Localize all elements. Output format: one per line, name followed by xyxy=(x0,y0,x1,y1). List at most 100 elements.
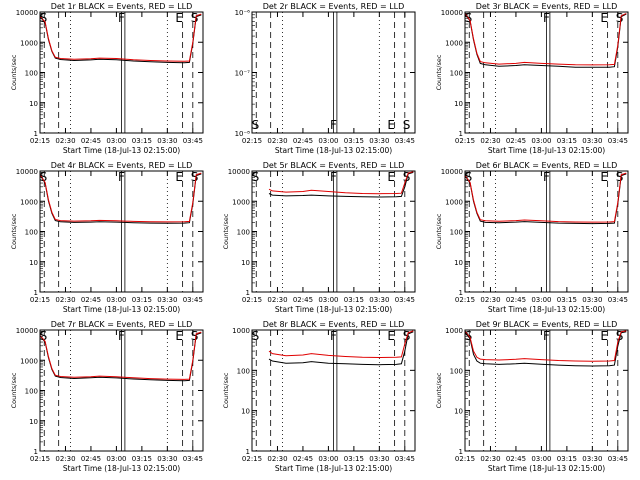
x-tick-label: 02:45 xyxy=(81,455,101,463)
y-tick-label: 10 xyxy=(454,408,463,416)
marker-label: E xyxy=(600,170,608,184)
plot-frame xyxy=(251,329,416,452)
x-tick-label: 03:30 xyxy=(582,455,602,463)
y-tick-label: 1000 xyxy=(20,39,38,47)
y-tick-label: 1000 xyxy=(232,327,250,335)
y-tick-label: 10 xyxy=(454,259,463,267)
marker-label: F xyxy=(118,329,125,343)
y-axis-label: Counts/sec xyxy=(435,372,443,408)
y-tick-label: 10000 xyxy=(228,168,250,176)
lld-series-line xyxy=(464,12,627,66)
marker-label: S xyxy=(191,170,199,184)
y-tick-label: 1 xyxy=(246,448,250,456)
y-tick-label: 1000 xyxy=(445,39,463,47)
x-tick-label: 03:45 xyxy=(183,296,203,304)
marker-label: S xyxy=(465,170,473,184)
y-tick-label: 1 xyxy=(34,289,38,297)
marker-label: F xyxy=(543,329,550,343)
x-axis-label: Start Time (18-Jul-13 02:15:00) xyxy=(488,146,605,155)
marker-label: E xyxy=(600,11,608,25)
marker-label: F xyxy=(330,329,337,343)
y-tick-label: 1000 xyxy=(20,198,38,206)
marker-label: F xyxy=(118,170,125,184)
x-tick-label: 02:45 xyxy=(506,137,526,145)
y-tick-label: 10⁻⁸ xyxy=(235,130,251,138)
y-tick-label: 1 xyxy=(459,289,463,297)
x-tick-label: 03:15 xyxy=(557,137,577,145)
y-tick-label: 1 xyxy=(246,289,250,297)
marker-label: E xyxy=(175,11,183,25)
x-tick-label: 03:00 xyxy=(531,455,551,463)
x-tick-label: 02:15 xyxy=(242,137,262,145)
x-tick-label: 02:30 xyxy=(267,455,287,463)
panel-title: Det 6r BLACK = Events, RED = LLD xyxy=(476,161,618,170)
y-axis-label: Counts/sec xyxy=(435,213,443,249)
y-tick-label: 100 xyxy=(25,229,38,237)
x-axis-label: Start Time (18-Jul-13 02:15:00) xyxy=(63,146,180,155)
x-tick-label: 03:15 xyxy=(557,296,577,304)
panel-title: Det 3r BLACK = Events, RED = LLD xyxy=(476,2,618,11)
x-axis-label: Start Time (18-Jul-13 02:15:00) xyxy=(63,464,180,473)
x-tick-label: 03:00 xyxy=(531,296,551,304)
lld-series-line xyxy=(39,172,202,223)
marker-label: S xyxy=(403,329,411,343)
y-tick-label: 10 xyxy=(241,408,250,416)
marker-label: F xyxy=(118,11,125,25)
x-tick-label: 02:15 xyxy=(30,455,50,463)
y-tick-label: 100 xyxy=(25,388,38,396)
y-axis-label: Counts/sec xyxy=(435,54,443,90)
x-axis-label: Start Time (18-Jul-13 02:15:00) xyxy=(488,464,605,473)
x-tick-label: 03:15 xyxy=(344,137,364,145)
marker-label: E xyxy=(600,329,608,343)
y-tick-label: 1000 xyxy=(445,198,463,206)
x-tick-label: 03:45 xyxy=(608,137,628,145)
x-tick-label: 03:00 xyxy=(318,137,338,145)
marker-label: S xyxy=(40,329,48,343)
y-tick-label: 10⁻⁷ xyxy=(235,70,251,78)
y-tick-label: 10000 xyxy=(441,168,463,176)
y-axis-label: Counts/sec xyxy=(10,54,18,90)
marker-label: F xyxy=(543,170,550,184)
x-tick-label: 03:15 xyxy=(557,455,577,463)
x-tick-label: 03:30 xyxy=(582,296,602,304)
x-axis-label: Start Time (18-Jul-13 02:15:00) xyxy=(275,305,392,314)
marker-label: E xyxy=(175,329,183,343)
y-tick-label: 10 xyxy=(29,259,38,267)
marker-label: S xyxy=(616,170,624,184)
lld-series-line xyxy=(268,171,414,195)
x-tick-label: 02:15 xyxy=(242,455,262,463)
panel-title: Det 1r BLACK = Events, RED = LLD xyxy=(51,2,193,11)
x-tick-label: 02:45 xyxy=(506,455,526,463)
x-tick-label: 02:15 xyxy=(455,455,475,463)
x-tick-label: 02:45 xyxy=(293,455,313,463)
x-tick-label: 02:45 xyxy=(293,296,313,304)
marker-label: E xyxy=(387,329,395,343)
y-tick-label: 100 xyxy=(450,70,463,78)
x-tick-label: 02:15 xyxy=(242,296,262,304)
x-tick-label: 02:15 xyxy=(455,296,475,304)
panel-title: Det 4r BLACK = Events, RED = LLD xyxy=(51,161,193,170)
x-tick-label: 03:15 xyxy=(344,455,364,463)
x-tick-label: 02:30 xyxy=(480,455,500,463)
marker-label: S xyxy=(40,11,48,25)
x-axis-label: Start Time (18-Jul-13 02:15:00) xyxy=(488,305,605,314)
y-axis-label: Counts/sec xyxy=(10,213,18,249)
y-tick-label: 10000 xyxy=(16,9,38,17)
y-axis-label: Counts/sec xyxy=(222,213,230,249)
panel-title: Det 2r BLACK = Events, RED = LLD xyxy=(263,2,405,11)
y-axis-label: Counts/sec xyxy=(10,372,18,408)
y-tick-label: 10 xyxy=(454,100,463,108)
y-tick-label: 10 xyxy=(29,418,38,426)
marker-label: S xyxy=(191,329,199,343)
marker-label: S xyxy=(252,329,260,343)
x-tick-label: 02:15 xyxy=(30,137,50,145)
x-axis-label: Start Time (18-Jul-13 02:15:00) xyxy=(275,464,392,473)
marker-label: S xyxy=(191,11,199,25)
marker-label: F xyxy=(330,170,337,184)
x-tick-label: 02:45 xyxy=(81,296,101,304)
x-axis-label: Start Time (18-Jul-13 02:15:00) xyxy=(63,305,180,314)
y-tick-label: 1 xyxy=(34,448,38,456)
